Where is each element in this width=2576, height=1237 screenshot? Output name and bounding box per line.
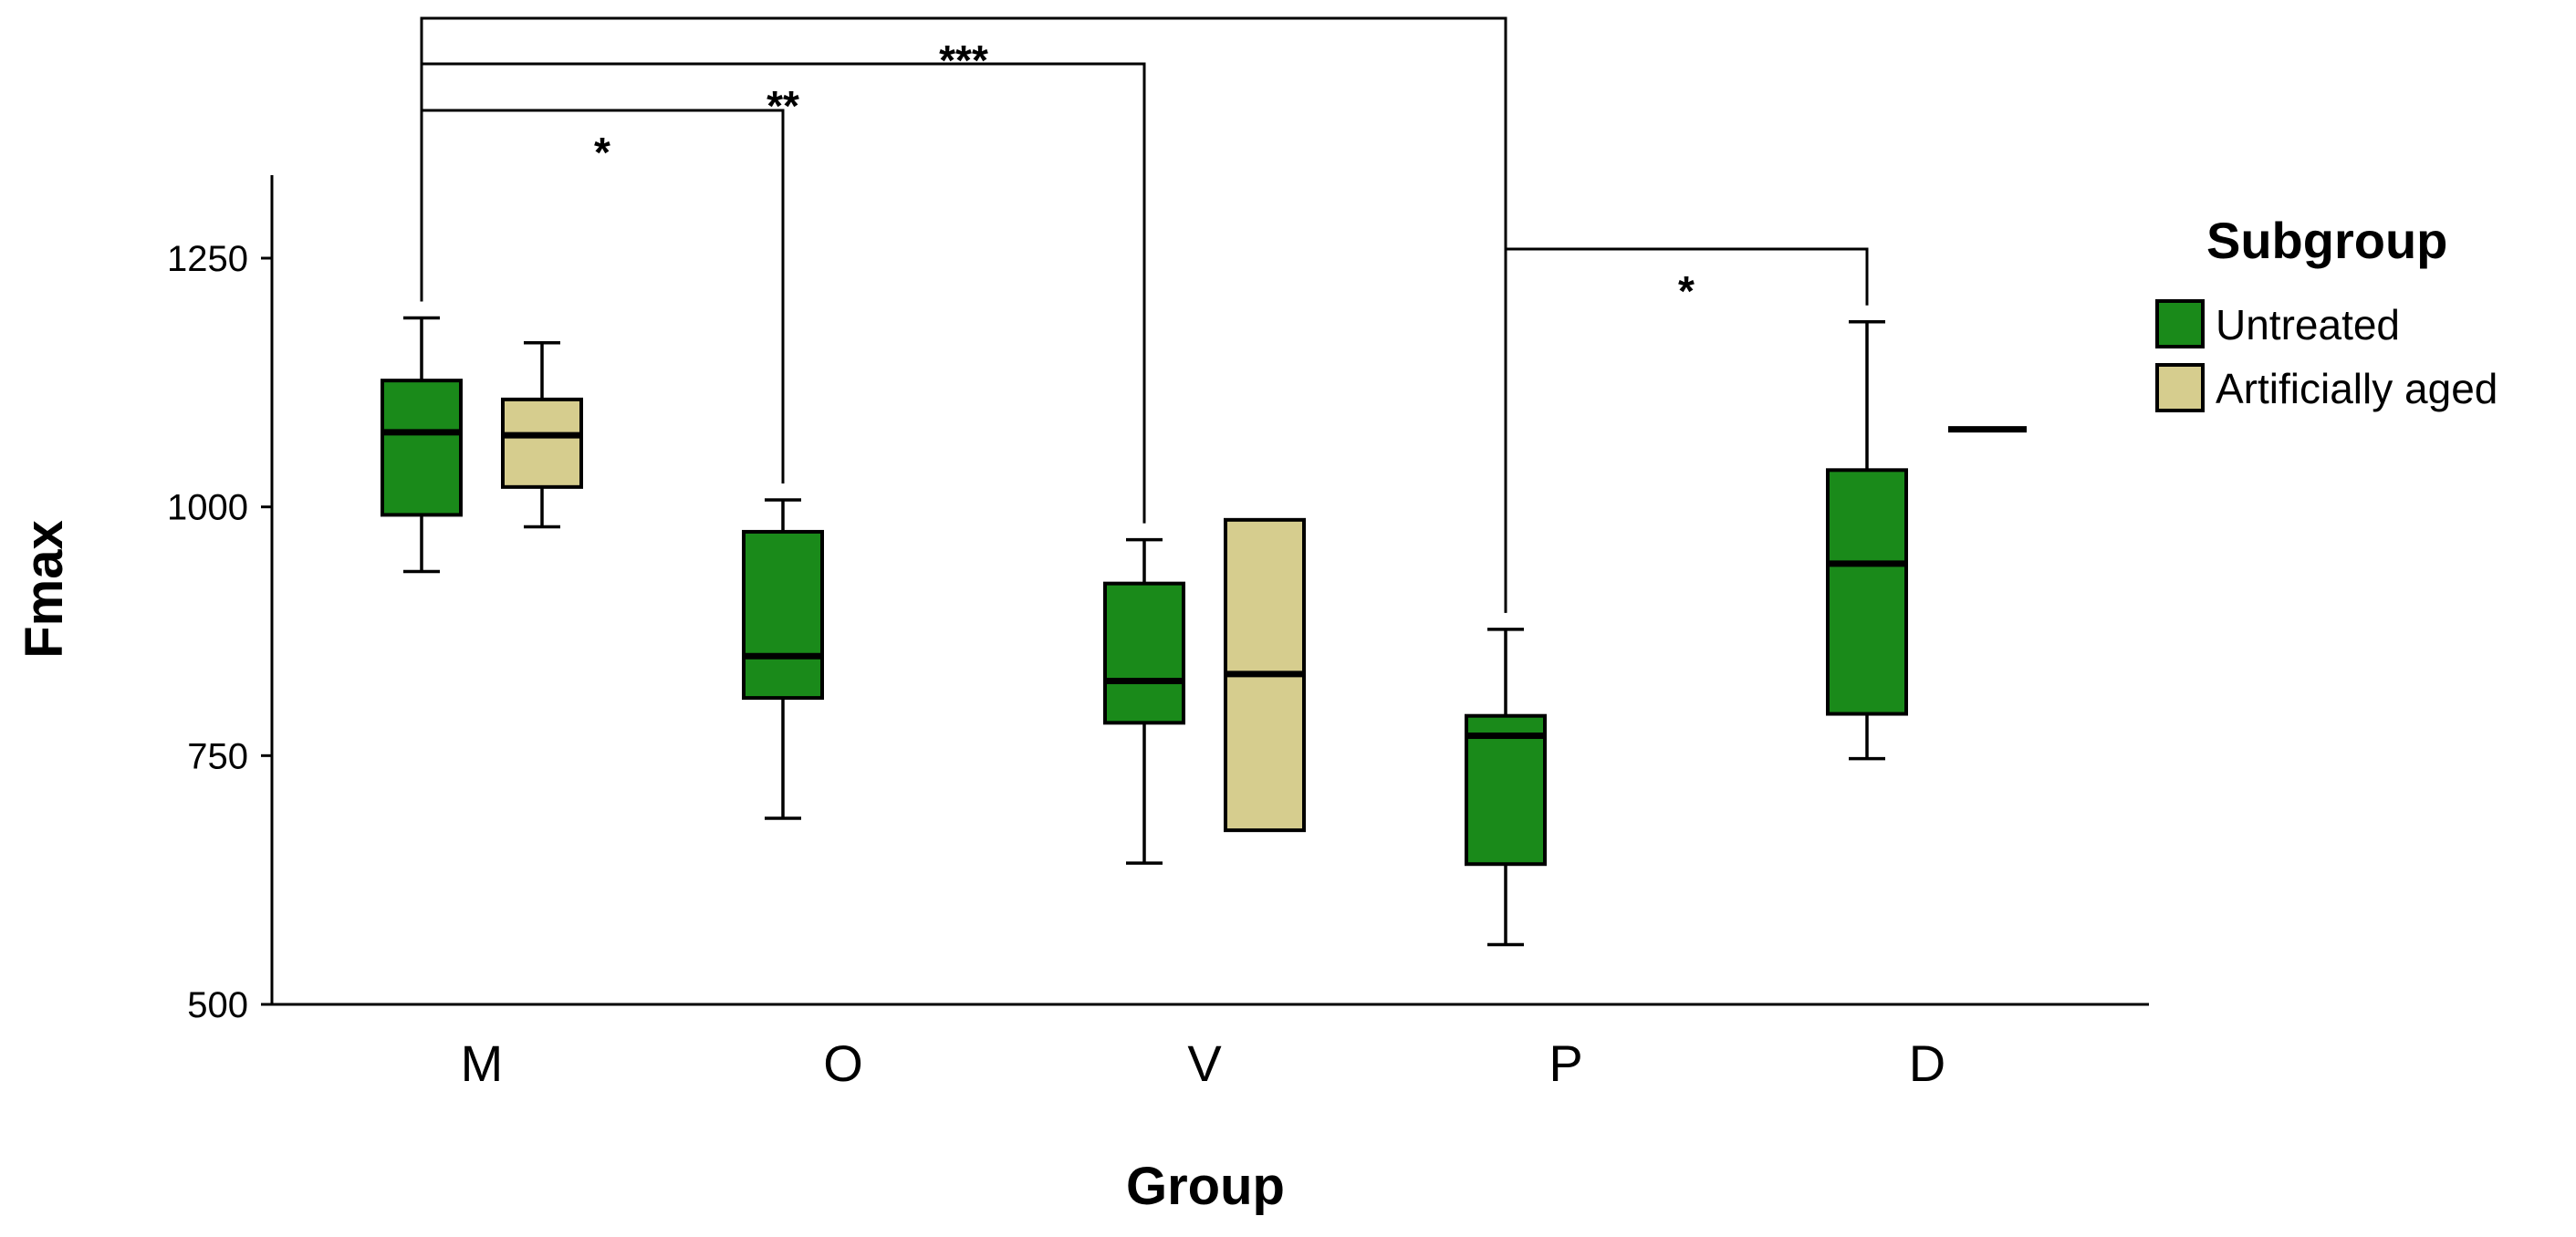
legend-label: Artificially aged <box>2216 365 2498 412</box>
axes: 500 750 1000 1250 M O V P D Group Fmax <box>15 175 2149 1216</box>
significance-P-D: * <box>1504 247 1869 342</box>
boxes <box>381 316 2027 947</box>
y-tick-label: 1000 <box>167 488 248 528</box>
iqr-box <box>501 397 583 489</box>
box-V-artificially-aged <box>1224 517 1306 833</box>
significance-bracket <box>1504 247 1869 342</box>
significance-M-O: * <box>420 109 785 484</box>
significance-M-P: *** <box>420 16 1507 613</box>
y-axis-title: Fmax <box>15 520 74 659</box>
legend-swatch <box>2155 363 2205 412</box>
significance-label: *** <box>939 36 988 84</box>
y-tick-label: 1250 <box>167 239 248 279</box>
box-M-untreated <box>381 316 463 574</box>
significance-bracket <box>420 16 1507 613</box>
significance-brackets: ******* <box>420 16 1869 613</box>
iqr-box <box>742 529 824 701</box>
legend-label: Untreated <box>2216 301 2400 348</box>
iqr-box <box>381 379 463 517</box>
box-M-artificially-aged <box>501 340 583 529</box>
box-D-untreated <box>1826 320 1908 761</box>
legend: Subgroup Untreated Artificially aged <box>2155 212 2498 412</box>
x-axis-title: Group <box>1126 1157 1285 1216</box>
box-P-untreated <box>1465 628 1547 947</box>
iqr-box <box>1826 468 1908 716</box>
x-tick-label: D <box>1909 1034 1945 1092</box>
significance-label: * <box>594 129 610 176</box>
y-tick-label: 750 <box>187 736 248 776</box>
legend-title: Subgroup <box>2206 212 2447 269</box>
x-tick-label: V <box>1187 1034 1222 1092</box>
x-tick-label: P <box>1549 1034 1582 1092</box>
iqr-box <box>1103 581 1185 725</box>
box-O-untreated <box>742 498 824 820</box>
iqr-box <box>1465 713 1547 867</box>
box-V-untreated <box>1103 537 1185 865</box>
x-tick-label: O <box>823 1034 863 1092</box>
y-tick-label: 500 <box>187 985 248 1025</box>
significance-label: ** <box>767 82 799 130</box>
x-tick-label: M <box>461 1034 504 1092</box>
legend-swatch <box>2155 299 2205 348</box>
significance-label: * <box>1678 267 1695 315</box>
